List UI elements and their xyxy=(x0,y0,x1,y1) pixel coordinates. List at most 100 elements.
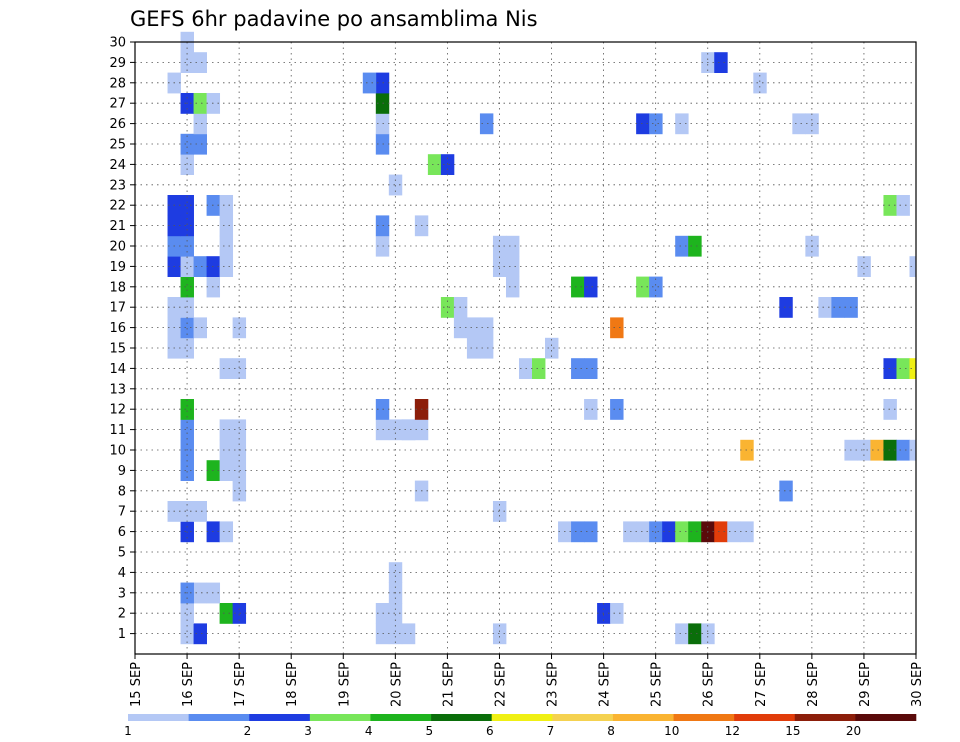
heatmap-cell xyxy=(180,195,194,216)
heatmap-cell xyxy=(584,521,598,543)
heatmap-cell xyxy=(232,419,247,441)
x-tick-label: 18 SEP xyxy=(285,662,300,707)
heatmap-cell xyxy=(193,256,207,277)
heatmap-cell xyxy=(909,256,917,277)
colorbar-label: 20 xyxy=(846,724,861,738)
colorbar-segment xyxy=(249,714,311,721)
colorbar-label: 2 xyxy=(244,724,252,738)
y-tick-label: 7 xyxy=(118,505,126,520)
y-tick-label: 11 xyxy=(109,423,126,438)
y-tick-label: 21 xyxy=(109,219,126,234)
colorbar-label: 1 xyxy=(124,724,132,738)
heatmap-cell xyxy=(388,562,403,583)
heatmap-cell xyxy=(193,623,207,645)
heatmap-cell xyxy=(492,623,507,645)
y-tick-label: 24 xyxy=(109,158,126,173)
heatmap-cell xyxy=(870,439,884,461)
heatmap-cell xyxy=(753,72,767,94)
heatmap-cell xyxy=(180,317,194,339)
heatmap-cell xyxy=(466,317,481,339)
y-tick-label: 20 xyxy=(109,240,126,255)
heatmap-cell xyxy=(779,480,793,502)
heatmap-cell xyxy=(505,276,520,298)
y-tick-label: 29 xyxy=(109,56,126,71)
heatmap-cell xyxy=(688,235,702,257)
x-tick-label: 27 SEP xyxy=(754,662,769,707)
y-tick-label: 23 xyxy=(109,178,126,193)
colorbar-segment xyxy=(794,714,856,721)
heatmap-cell xyxy=(505,256,520,277)
heatmap-cell xyxy=(623,521,637,543)
heatmap-cell xyxy=(180,399,194,420)
heatmap-cell xyxy=(219,235,234,257)
heatmap-cell xyxy=(232,358,247,379)
heatmap-cell xyxy=(610,399,624,420)
y-tick-label: 17 xyxy=(109,301,126,316)
y-tick-label: 22 xyxy=(109,199,126,214)
heatmap-cell xyxy=(219,419,234,441)
heatmap-cell xyxy=(675,113,689,135)
heatmap-cell xyxy=(571,358,585,379)
heatmap-cell xyxy=(219,439,234,461)
heatmap-cell xyxy=(909,439,917,461)
heatmap-cell xyxy=(193,501,207,522)
x-tick-label: 22 SEP xyxy=(493,662,508,707)
x-tick-label: 29 SEP xyxy=(858,662,873,707)
heatmap-cell xyxy=(896,358,910,379)
x-tick-label: 21 SEP xyxy=(441,662,456,707)
y-tick-label: 12 xyxy=(109,403,126,418)
heatmap-cell xyxy=(440,154,455,175)
colorbar-label: 7 xyxy=(547,724,555,738)
heatmap-cell xyxy=(180,52,194,73)
y-tick-label: 18 xyxy=(109,280,126,295)
heatmap-cell xyxy=(571,276,585,298)
heatmap-cell xyxy=(388,623,403,645)
heatmap-cell xyxy=(180,133,194,155)
heatmap-cell xyxy=(636,521,650,543)
x-tick-label: 24 SEP xyxy=(598,662,613,707)
colorbar-label: 4 xyxy=(365,724,373,738)
heatmap-cell xyxy=(180,460,194,481)
heatmap-cell xyxy=(714,521,728,543)
x-tick-label: 19 SEP xyxy=(337,662,352,707)
colorbar-label: 10 xyxy=(664,724,679,738)
colorbar-segment xyxy=(612,714,674,721)
heatmap-cell xyxy=(193,113,207,135)
heatmap-cell xyxy=(180,215,194,237)
heatmap-cell xyxy=(180,623,194,645)
heatmap-cell xyxy=(219,521,234,543)
heatmap-cell xyxy=(532,358,546,379)
y-tick-label: 2 xyxy=(118,607,126,622)
heatmap-cell xyxy=(571,521,585,543)
y-tick-label: 14 xyxy=(109,362,126,377)
heatmap-cell xyxy=(584,358,598,379)
heatmap-cell xyxy=(883,439,897,461)
heatmap-cell xyxy=(779,297,793,318)
heatmap-cell xyxy=(193,52,207,73)
heatmap-cell xyxy=(401,419,416,441)
heatmap-cells xyxy=(167,31,917,645)
colorbar-segment xyxy=(188,714,250,721)
heatmap-cell xyxy=(219,215,234,237)
colorbar-label: 15 xyxy=(785,724,800,738)
heatmap-cell xyxy=(610,317,624,339)
x-tick-label: 28 SEP xyxy=(806,662,821,707)
colorbar-label: 3 xyxy=(304,724,312,738)
heatmap-cell xyxy=(232,317,247,339)
y-tick-label: 25 xyxy=(109,138,126,153)
heatmap-cell xyxy=(883,195,897,216)
heatmap-cell xyxy=(232,480,247,502)
heatmap-cell xyxy=(401,623,416,645)
heatmap-cell xyxy=(818,297,832,318)
heatmap-cell xyxy=(492,501,507,522)
heatmap-cell xyxy=(909,358,917,379)
heatmap-cell xyxy=(180,256,194,277)
y-tick-label: 26 xyxy=(109,117,126,132)
heatmap-cell xyxy=(388,419,403,441)
heatmap-cell xyxy=(883,358,897,379)
heatmap-cell xyxy=(219,195,234,216)
x-tick-label: 15 SEP xyxy=(129,662,144,707)
heatmap-cell xyxy=(688,623,702,645)
heatmap-cell xyxy=(219,603,234,624)
